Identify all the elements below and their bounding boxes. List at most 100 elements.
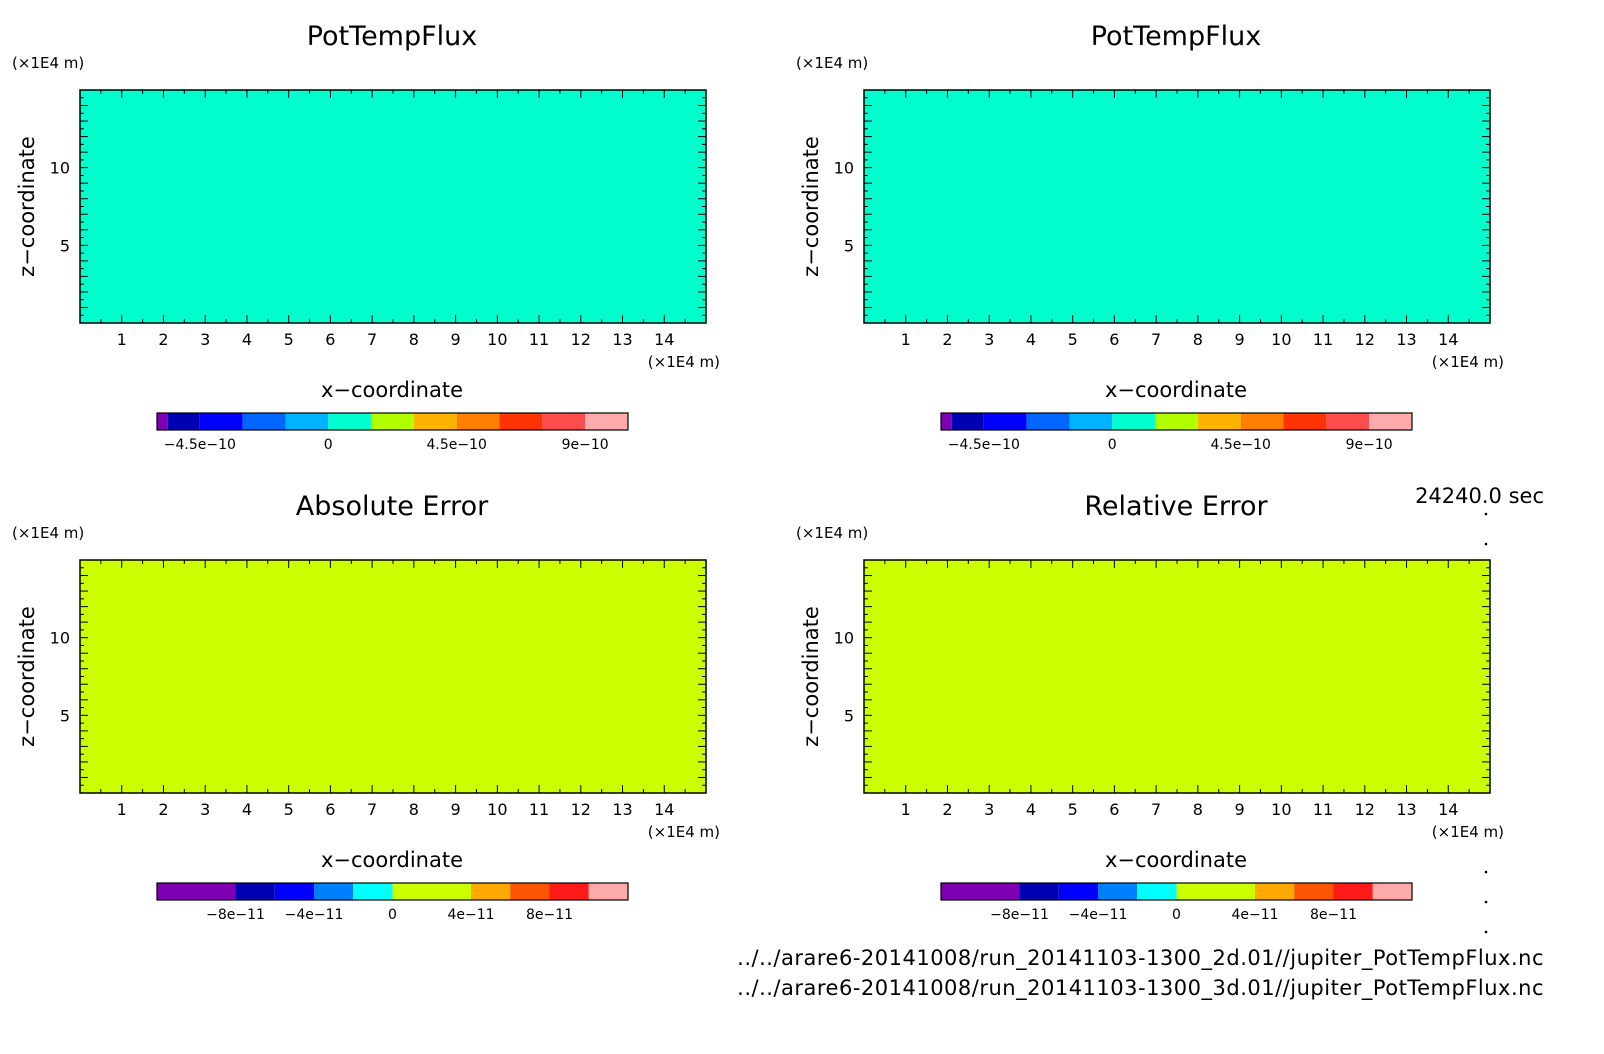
y-axis-unit: (×1E4 m) bbox=[12, 524, 84, 542]
colorbar-tick-label: −4e−11 bbox=[285, 907, 344, 923]
stray-dot bbox=[1484, 870, 1488, 874]
x-tick-label: 3 bbox=[984, 800, 994, 819]
y-tick-label: 10 bbox=[50, 629, 70, 648]
colorbar-segment bbox=[314, 883, 354, 900]
chart-title: Absolute Error bbox=[296, 491, 489, 522]
x-tick-label: 4 bbox=[242, 330, 252, 349]
x-axis-unit: (×1E4 m) bbox=[648, 823, 720, 841]
x-tick-label: 13 bbox=[612, 800, 632, 819]
x-tick-label: 9 bbox=[1235, 330, 1245, 349]
colorbar-tick-label: 9e−10 bbox=[562, 437, 609, 453]
colorbar-frame bbox=[940, 412, 1413, 431]
x-tick-label: 4 bbox=[242, 800, 252, 819]
x-tick-label: 6 bbox=[1109, 330, 1119, 349]
heatmap-field bbox=[80, 90, 706, 323]
colorbar-tick-label: 0 bbox=[324, 437, 333, 453]
x-tick-label: 10 bbox=[1271, 800, 1291, 819]
colorbar-tick-label: −4.5e−10 bbox=[948, 437, 1020, 453]
x-tick-label: 2 bbox=[942, 800, 952, 819]
colorbar-segment bbox=[1098, 883, 1138, 900]
x-tick-label: 7 bbox=[367, 800, 377, 819]
x-tick-label: 14 bbox=[1438, 800, 1458, 819]
colorbar-segment bbox=[235, 883, 275, 900]
x-tick-label: 8 bbox=[1193, 800, 1203, 819]
colorbar-segment bbox=[285, 413, 329, 430]
stray-dot bbox=[1484, 900, 1488, 904]
colorbar-segment bbox=[1026, 413, 1070, 430]
x-tick-label: 5 bbox=[284, 800, 294, 819]
colorbar-segment bbox=[941, 413, 952, 430]
x-tick-label: 14 bbox=[1438, 330, 1458, 349]
x-tick-label: 10 bbox=[487, 330, 507, 349]
x-tick-label: 6 bbox=[1109, 800, 1119, 819]
x-tick-label: 2 bbox=[942, 330, 952, 349]
x-tick-label: 8 bbox=[409, 330, 419, 349]
colorbar-tick-label: 4e−11 bbox=[1231, 907, 1278, 923]
file-path-2d: ../../arare6-20141008/run_20141103-1300_… bbox=[737, 946, 1544, 970]
colorbar-segment bbox=[1176, 883, 1255, 900]
x-tick-label: 10 bbox=[487, 800, 507, 819]
x-tick-label: 12 bbox=[571, 330, 591, 349]
y-axis-label: z−coordinate bbox=[799, 606, 823, 747]
heatmap-field bbox=[80, 560, 706, 793]
x-tick-label: 8 bbox=[1193, 330, 1203, 349]
colorbar-segment bbox=[242, 413, 286, 430]
colorbar-segment bbox=[983, 413, 1027, 430]
colorbar-segment bbox=[510, 883, 550, 900]
x-tick-label: 5 bbox=[1068, 330, 1078, 349]
time-label: 24240.0 sec bbox=[1415, 484, 1544, 508]
chart-title: Relative Error bbox=[1084, 491, 1268, 522]
colorbar-tick-label: 4.5e−10 bbox=[1211, 437, 1271, 453]
x-tick-label: 12 bbox=[1355, 330, 1375, 349]
x-tick-label: 13 bbox=[1396, 330, 1416, 349]
colorbar-segment bbox=[167, 413, 200, 430]
stray-dot bbox=[1484, 930, 1488, 934]
colorbar-tick-label: 4e−11 bbox=[447, 907, 494, 923]
x-tick-label: 5 bbox=[284, 330, 294, 349]
colorbar-segment bbox=[471, 883, 511, 900]
x-tick-label: 13 bbox=[612, 330, 632, 349]
x-axis-label: x−coordinate bbox=[1105, 378, 1247, 402]
colorbar-segment bbox=[1058, 883, 1098, 900]
colorbar-segment bbox=[1137, 883, 1177, 900]
y-tick-label: 5 bbox=[60, 236, 70, 255]
y-axis-label: z−coordinate bbox=[15, 136, 39, 277]
x-tick-label: 9 bbox=[1235, 800, 1245, 819]
colorbar-tick-label: 0 bbox=[1108, 437, 1117, 453]
colorbar-tick-label: −8e−11 bbox=[206, 907, 265, 923]
x-tick-label: 11 bbox=[1313, 330, 1333, 349]
x-tick-label: 13 bbox=[1396, 800, 1416, 819]
y-tick-label: 5 bbox=[60, 706, 70, 725]
y-axis-unit: (×1E4 m) bbox=[796, 524, 868, 542]
x-axis-unit: (×1E4 m) bbox=[648, 353, 720, 371]
colorbar-segment bbox=[157, 883, 236, 900]
x-tick-label: 11 bbox=[1313, 800, 1333, 819]
y-tick-label: 5 bbox=[844, 706, 854, 725]
x-tick-label: 9 bbox=[451, 800, 461, 819]
colorbar-segment bbox=[588, 883, 628, 900]
heatmap-field bbox=[864, 560, 1490, 793]
chart-title: PotTempFlux bbox=[1091, 21, 1262, 52]
colorbar-segment bbox=[1112, 413, 1156, 430]
colorbar-segment bbox=[353, 883, 393, 900]
colorbar-tick-label: 8e−11 bbox=[1310, 907, 1357, 923]
x-tick-label: 3 bbox=[200, 800, 210, 819]
colorbar-segment bbox=[1294, 883, 1334, 900]
y-axis-label: z−coordinate bbox=[15, 606, 39, 747]
colorbar-segment bbox=[456, 413, 500, 430]
colorbar-segment bbox=[328, 413, 372, 430]
colorbar-segment bbox=[1333, 883, 1373, 900]
y-axis-unit: (×1E4 m) bbox=[796, 54, 868, 72]
stray-dot bbox=[1484, 512, 1488, 516]
colorbar-segment bbox=[1369, 413, 1412, 430]
colorbar-segment bbox=[1069, 413, 1113, 430]
y-tick-label: 10 bbox=[834, 159, 854, 178]
colorbar-segment bbox=[274, 883, 314, 900]
colorbar-segment bbox=[549, 883, 589, 900]
x-tick-label: 1 bbox=[117, 330, 127, 349]
colorbar-segment bbox=[1372, 883, 1412, 900]
colorbar-segment bbox=[1240, 413, 1284, 430]
chart-panel-4: Relative Error(×1E4 m)1 2 3 4 5 6 7 8 9 10 11 12 13 1… bbox=[796, 491, 1504, 923]
x-tick-label: 3 bbox=[984, 330, 994, 349]
chart-panel-2: PotTempFlux(×1E4 m)1 2 3 4 5 6 7 8 9 10 11 12 13 14(×… bbox=[796, 21, 1504, 453]
